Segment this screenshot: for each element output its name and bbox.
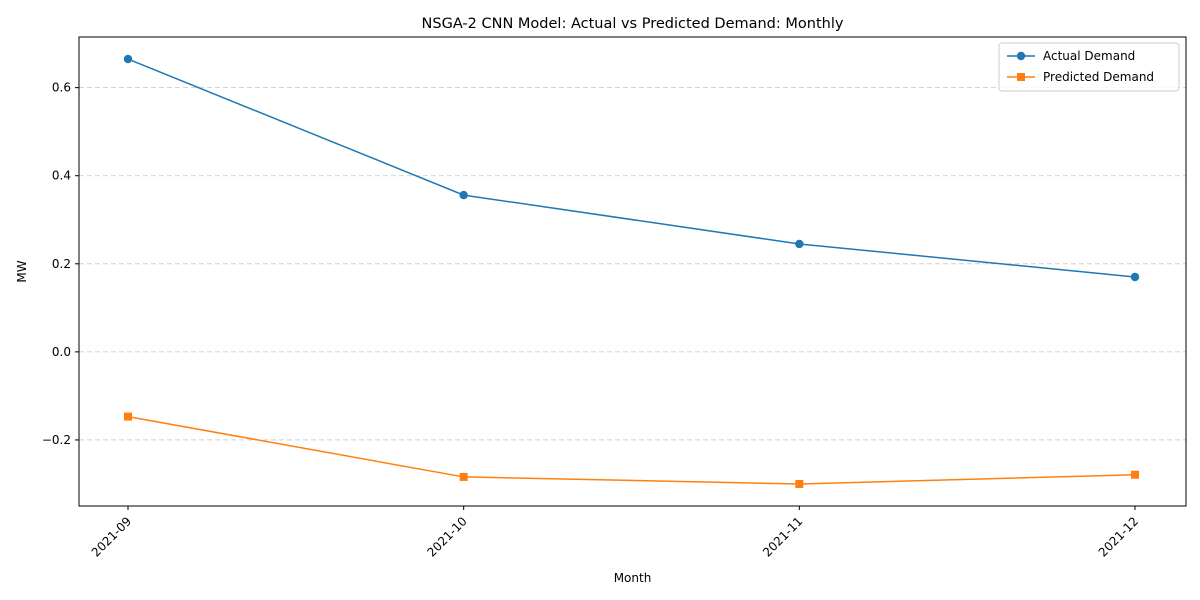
y-tick-label: 0.2 (52, 257, 71, 271)
axes-frame (78, 36, 1187, 507)
plot-area (123, 54, 1140, 488)
x-tick-label: 2021-10 (424, 514, 469, 559)
data-point (795, 479, 804, 488)
data-point (459, 472, 468, 481)
legend-marker (1016, 51, 1026, 61)
y-tick-label: 0.0 (52, 345, 71, 359)
data-point (123, 54, 133, 64)
series-line-2 (127, 415, 1136, 485)
legend-marker (1017, 73, 1025, 81)
x-tick-label: 2021-09 (89, 514, 134, 559)
data-point (124, 412, 132, 421)
y-tick-label: −0.2 (42, 433, 71, 447)
legend: Actual Demand Predicted Demand (998, 42, 1180, 92)
data-point (1131, 470, 1139, 479)
x-axis-label: Month (614, 571, 652, 585)
y-tick-label: 0.4 (52, 169, 71, 183)
y-tick-label: 0.6 (52, 81, 71, 95)
legend-label: Actual Demand (1043, 49, 1135, 63)
x-tick-label: 2021-12 (1096, 514, 1141, 559)
grid-lines (79, 87, 1186, 441)
y-axis-label: MW (15, 260, 29, 282)
chart-title: NSGA-2 CNN Model: Actual vs Predicted De… (422, 16, 844, 32)
legend-box (998, 42, 1180, 92)
data-point (795, 239, 804, 249)
x-axis: 2021-09 2021-10 2021-11 2021-12 (89, 506, 1141, 560)
legend-label: Predicted Demand (1043, 70, 1154, 84)
series-line-1 (127, 58, 1136, 278)
data-point (459, 190, 468, 200)
y-axis: −0.2 0.0 0.2 0.4 0.6 (42, 81, 79, 447)
data-point (1130, 272, 1140, 282)
x-tick-label: 2021-11 (760, 514, 805, 559)
